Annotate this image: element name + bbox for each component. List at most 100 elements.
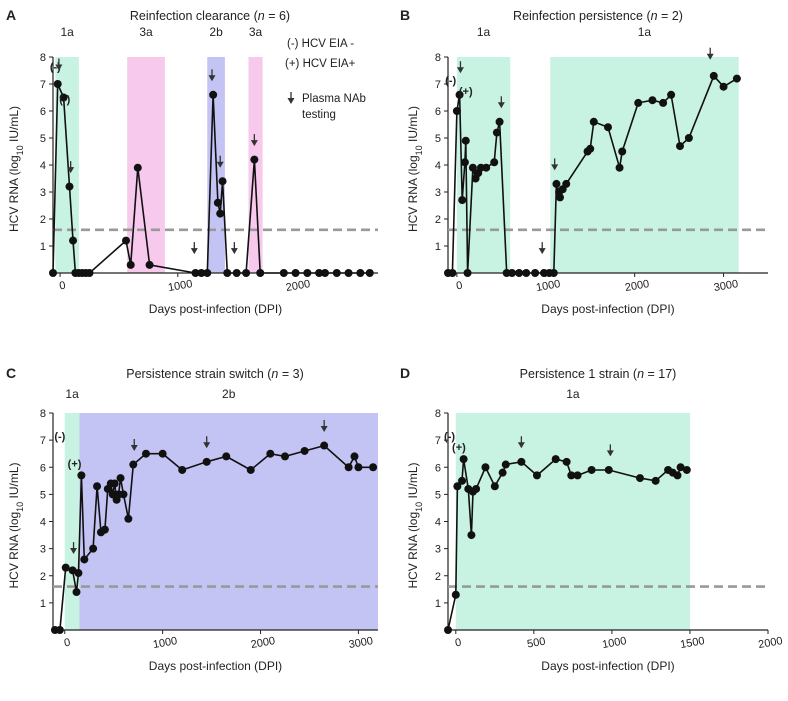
y-tick-label: 6 [40, 106, 46, 118]
legend-item: (+) HCV EIA+ [285, 58, 356, 70]
nab-arrow-icon [55, 58, 63, 71]
y-tick-label: 6 [40, 462, 46, 474]
arrow-head [67, 167, 75, 174]
data-point [472, 484, 481, 493]
strain-band-1a [455, 413, 690, 630]
panel-c: C Persistence strain switch (n = 3) 1a 2b 1 2… [6, 365, 378, 673]
data-point [232, 269, 241, 277]
data-point [365, 269, 374, 277]
panel-a-title: Reinfection clearance (n = 6) [130, 9, 290, 23]
nab-arrow-icon [320, 419, 328, 432]
y-tick-label: 1 [40, 598, 46, 610]
strain-band-2b [79, 413, 378, 630]
panel-d: D Persistence 1 strain (n = 17) 1a 1 2 3 4 5 6 7 8… [400, 365, 784, 673]
data-point [573, 471, 582, 480]
data-point [344, 463, 353, 472]
arrow-head [538, 248, 546, 255]
y-tick-label: 3 [40, 544, 46, 556]
ylabel-part: IU/mL) [406, 462, 420, 501]
data-point [458, 196, 467, 205]
eia-annotation: (-) [50, 62, 61, 74]
x-tick-label: 0 [63, 637, 71, 650]
y-tick-label: 5 [40, 133, 46, 145]
data-point [490, 158, 499, 167]
data-point [492, 128, 501, 137]
panel-c-title: Persistence strain switch (n = 3) [126, 367, 304, 381]
ylabel-part: IU/mL) [7, 462, 21, 501]
data-point [667, 90, 676, 99]
y-tick-label: 1 [435, 241, 441, 253]
y-tick-label: 1 [435, 598, 441, 610]
data-point [116, 474, 125, 483]
data-point [223, 269, 232, 277]
y-axis-label: HCV RNA (log10 IU/mL) [406, 106, 424, 232]
panel-b-letter: B [400, 7, 410, 23]
x-tick-label: 0 [58, 280, 66, 293]
nab-arrow-icon [216, 155, 224, 168]
y-tick-label: 3 [435, 544, 441, 556]
data-point [124, 514, 133, 523]
data-point [682, 465, 691, 474]
data-point [522, 269, 531, 277]
data-point [354, 463, 363, 472]
y-tick-label: 2 [435, 214, 441, 226]
legend-item: (-) HCV EIA - [287, 38, 354, 50]
nab-arrow-icon [706, 47, 714, 60]
data-point [203, 269, 212, 277]
data-point [291, 269, 300, 277]
title-suffix: = 17) [644, 367, 676, 381]
data-point [532, 471, 541, 480]
data-point [684, 134, 693, 142]
y-tick-label: 3 [40, 187, 46, 199]
data-point [281, 452, 290, 461]
data-point [202, 457, 211, 466]
data-point [332, 269, 341, 277]
arrow-head [203, 442, 211, 449]
data-point [191, 269, 200, 277]
data-point [59, 93, 68, 102]
data-point [53, 80, 62, 88]
legend-arrow-label: testing [302, 109, 336, 121]
data-point [615, 163, 624, 172]
y-tick-label: 7 [40, 435, 46, 447]
x-axis-label: Days post-infection (DPI) [149, 659, 282, 673]
data-point [562, 457, 571, 466]
title-suffix: = 6) [265, 9, 290, 23]
data-point [300, 446, 309, 455]
data-point [455, 90, 464, 99]
series-line [447, 458, 688, 631]
data-point [74, 569, 83, 578]
y-tick-label: 4 [40, 517, 46, 529]
nab-arrow-icon [190, 242, 198, 255]
data-point [552, 179, 561, 188]
arrow-head [55, 64, 63, 71]
y-tick-label: 1 [40, 241, 46, 253]
y-tick-label: 4 [435, 517, 441, 529]
data-point [77, 471, 86, 480]
data-point [55, 626, 64, 634]
nab-arrow-icon [208, 69, 216, 82]
ylabel-sub: 10 [15, 502, 25, 512]
data-point [651, 476, 660, 485]
data-point [586, 144, 595, 153]
data-point [604, 465, 613, 474]
y-tick-label: 7 [435, 79, 441, 91]
data-point [634, 98, 643, 107]
arrow-head [551, 164, 559, 171]
data-point [315, 269, 324, 277]
data-point [719, 82, 728, 91]
data-point [61, 563, 70, 572]
panel-c-letter: C [6, 365, 16, 381]
data-point [141, 449, 150, 458]
data-point [517, 457, 526, 466]
nab-arrow-icon [203, 436, 211, 449]
x-tick-label: 1500 [679, 635, 705, 651]
data-point [209, 90, 218, 99]
title-prefix: Persistence strain switch ( [126, 367, 272, 381]
data-point [459, 455, 468, 464]
data-point [256, 269, 265, 277]
data-point [178, 465, 187, 474]
band-label-1a: 1a [65, 387, 79, 401]
legend-arrow-label: Plasma NAb [302, 93, 366, 105]
data-point [468, 163, 477, 172]
